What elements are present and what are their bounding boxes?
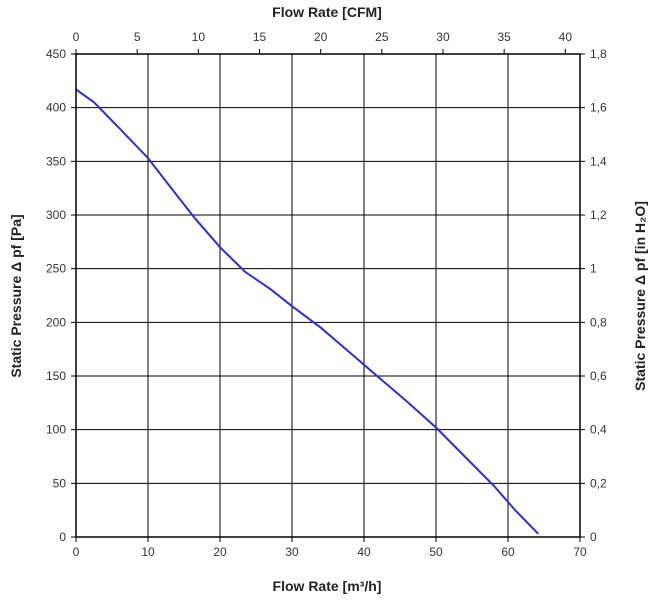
top-tick-label: 5 — [134, 30, 141, 44]
right-tick-label: 0,2 — [590, 476, 607, 490]
top-tick-label: 25 — [375, 30, 389, 44]
bottom-tick-label: 10 — [141, 545, 155, 559]
top-tick-label: 0 — [73, 30, 80, 44]
bottom-tick-label: 30 — [285, 545, 299, 559]
bottom-tick-label: 40 — [357, 545, 371, 559]
right-tick-label: 1 — [590, 262, 597, 276]
right-tick-label: 1,4 — [590, 154, 607, 168]
right-tick-label: 0,6 — [590, 369, 607, 383]
top-tick-label: 10 — [192, 30, 206, 44]
pressure-curve — [75, 88, 539, 535]
left-tick-label: 0 — [59, 530, 66, 544]
bottom-axis-title: Flow Rate [m³/h] — [273, 578, 382, 594]
left-tick-label: 350 — [46, 154, 66, 168]
right-tick-label: 0,8 — [590, 315, 607, 329]
left-tick-label: 250 — [46, 262, 66, 276]
left-axis-title: Static Pressure Δ pf [Pa] — [8, 214, 24, 377]
left-tick-label: 100 — [46, 423, 66, 437]
right-tick-label: 1,6 — [590, 101, 607, 115]
right-tick-label: 1,8 — [590, 47, 607, 61]
bottom-tick-label: 20 — [213, 545, 227, 559]
left-tick-label: 150 — [46, 369, 66, 383]
left-tick-label: 300 — [46, 208, 66, 222]
left-tick-label: 400 — [46, 101, 66, 115]
top-tick-label: 30 — [436, 30, 450, 44]
right-tick-label: 1,2 — [590, 208, 607, 222]
left-tick-label: 450 — [46, 47, 66, 61]
bottom-tick-label: 50 — [429, 545, 443, 559]
top-axis-title: Flow Rate [CFM] — [272, 4, 382, 20]
bottom-tick-label: 60 — [501, 545, 515, 559]
top-tick-label: 35 — [497, 30, 511, 44]
bottom-tick-label: 0 — [73, 545, 80, 559]
tick-labels: 0 10 20 30 40 50 60 700501001502002503003504004… — [46, 30, 607, 559]
bottom-tick-label: 70 — [573, 545, 587, 559]
top-tick-label: 15 — [253, 30, 267, 44]
right-tick-label: 0,4 — [590, 423, 607, 437]
top-tick-label: 20 — [314, 30, 328, 44]
plot-frame — [75, 53, 581, 538]
left-tick-label: 50 — [53, 476, 67, 490]
right-axis-title: Static Pressure Δ pf [in H₂O] — [632, 201, 648, 391]
top-tick-label: 40 — [559, 30, 573, 44]
left-tick-label: 200 — [46, 315, 66, 329]
curve-layer — [75, 88, 539, 535]
gridlines — [71, 49, 585, 542]
right-tick-label: 0 — [590, 530, 597, 544]
